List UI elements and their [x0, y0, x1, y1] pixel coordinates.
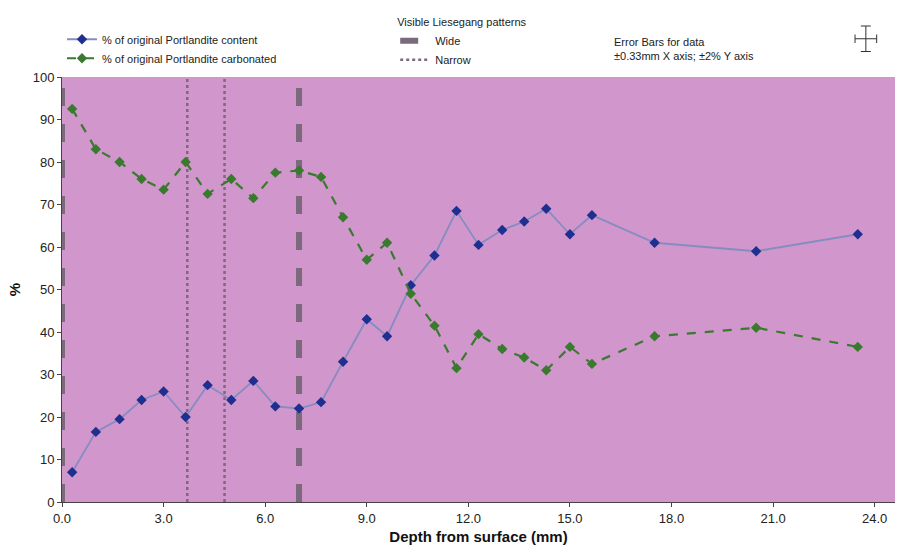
svg-text:18.0: 18.0 [659, 511, 684, 526]
svg-text:Narrow: Narrow [435, 54, 471, 66]
svg-text:15.0: 15.0 [557, 511, 582, 526]
svg-text:6.0: 6.0 [256, 511, 274, 526]
svg-text:Depth from surface (mm): Depth from surface (mm) [389, 528, 567, 545]
svg-text:90: 90 [40, 112, 54, 127]
svg-text:20: 20 [40, 410, 54, 425]
svg-text:12.0: 12.0 [456, 511, 481, 526]
svg-text:10: 10 [40, 452, 54, 467]
svg-text:3.0: 3.0 [155, 511, 173, 526]
svg-text:%: % [6, 283, 23, 296]
svg-text:60: 60 [40, 240, 54, 255]
svg-text:Visible Liesegang patterns: Visible Liesegang patterns [397, 16, 526, 28]
svg-text:50: 50 [40, 282, 54, 297]
svg-text:40: 40 [40, 325, 54, 340]
svg-text:% of original Portlandite cont: % of original Portlandite content [102, 34, 257, 46]
svg-text:70: 70 [40, 197, 54, 212]
svg-text:% of original Portlandite carb: % of original Portlandite carbonated [102, 53, 276, 65]
svg-text:30: 30 [40, 367, 54, 382]
svg-text:0: 0 [47, 495, 54, 510]
svg-text:100: 100 [33, 70, 55, 85]
svg-text:24.0: 24.0 [862, 511, 887, 526]
svg-text:80: 80 [40, 155, 54, 170]
svg-text:9.0: 9.0 [358, 511, 376, 526]
svg-text:0.0: 0.0 [53, 511, 71, 526]
svg-text:21.0: 21.0 [760, 511, 785, 526]
svg-text:Wide: Wide [435, 35, 460, 47]
svg-text:Error Bars for data±0.33mm X a: Error Bars for data±0.33mm X axis; ±2% Y… [614, 36, 754, 62]
